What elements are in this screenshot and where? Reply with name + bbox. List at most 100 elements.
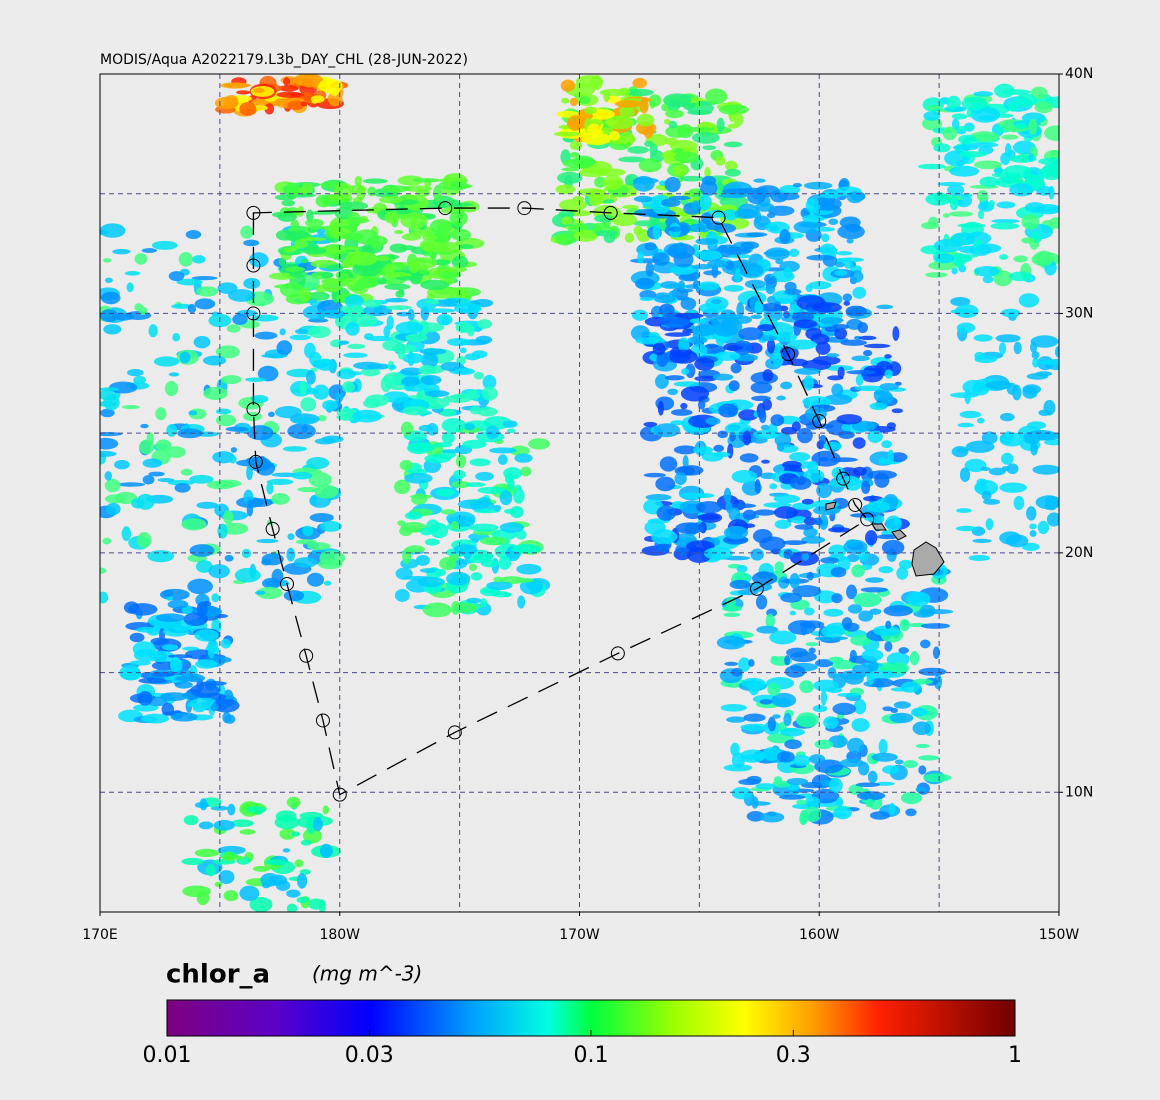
chlorophyll-patch (879, 391, 894, 405)
chlorophyll-patch (1001, 134, 1019, 140)
chlorophyll-patch (446, 266, 467, 273)
y-tick-label: 20N (1065, 545, 1093, 561)
chlorophyll-patch (627, 146, 650, 154)
chlorophyll-patch (1012, 140, 1036, 155)
chlorophyll-patch (1021, 542, 1040, 551)
chlorophyll-patch (432, 185, 443, 202)
chlorophyll-patch (783, 549, 793, 560)
chlorophyll-patch (705, 343, 719, 349)
chlorophyll-patch (1001, 452, 1014, 465)
chlorophyll-patch (842, 293, 853, 302)
chlorophyll-patch (1030, 335, 1059, 348)
chlorophyll-patch (712, 451, 731, 458)
chlorophyll-patch (881, 440, 893, 449)
chlorophyll-patch (362, 178, 388, 184)
chlorophyll-patch (572, 195, 585, 203)
chlorophyll-patch (922, 97, 945, 112)
chlorophyll-patch (874, 472, 890, 488)
chlorophyll-patch (299, 287, 312, 302)
chlorophyll-patch (286, 889, 301, 898)
chlorophyll-patch (162, 589, 174, 597)
chlorophyll-patch (205, 864, 216, 877)
y-tick-label: 10N (1065, 784, 1093, 800)
chlorophyll-patch (905, 808, 917, 817)
chlorophyll-patch (232, 313, 248, 325)
chlorophyll-patch (830, 246, 838, 258)
waypoint (848, 497, 863, 512)
chlorophyll-patch (956, 159, 964, 167)
chlorophyll-patch (805, 198, 821, 214)
chlorophyll-patch (1034, 101, 1053, 114)
chlorophyll-patch (773, 494, 801, 504)
chlorophyll-patch (289, 413, 320, 425)
chlorophyll-patch (100, 387, 120, 392)
chlorophyll-patch (290, 219, 300, 231)
chlorophyll-patch (864, 530, 878, 546)
chlorophyll-patch (190, 683, 220, 698)
chlorophyll-patch (806, 254, 835, 261)
chlorophyll-patch (434, 568, 447, 577)
chlorophyll-patch (750, 381, 773, 394)
chlorophyll-patch (104, 478, 121, 493)
chlorophyll-patch (978, 209, 985, 220)
waypoint (781, 347, 796, 362)
chlorophyll-patch (823, 716, 839, 729)
chlorophyll-patch (457, 499, 486, 509)
chlorophyll-patch (575, 75, 603, 88)
chlorophyll-patch (441, 418, 467, 433)
chlorophyll-patch (310, 494, 317, 506)
chlorophyll-patch (327, 193, 350, 201)
chlorophyll-patch (923, 111, 941, 121)
chlorophyll-patch (509, 506, 524, 519)
chlorophyll-patch (871, 752, 898, 762)
chlorophyll-patch (639, 290, 657, 300)
chlorophyll-patch (725, 500, 733, 514)
chlorophyll-patch (789, 572, 801, 589)
waypoint (438, 201, 453, 216)
chlorophyll-patch (715, 156, 726, 166)
chlorophyll-patch (975, 243, 1002, 254)
chlorophyll-patch (674, 472, 687, 485)
chlorophyll-patch (691, 200, 701, 211)
chlorophyll-patch (787, 339, 818, 350)
chlorophyll-patch (166, 446, 186, 458)
chlorophyll-patch (1021, 214, 1040, 230)
chlorophyll-patch (100, 567, 107, 574)
chlorophyll-patch (704, 88, 728, 105)
chlorophyll-patch (801, 498, 814, 505)
chlorophyll-patch (516, 563, 542, 575)
chlorophyll-patch (283, 590, 305, 602)
chlorophyll-patch (446, 338, 471, 347)
chlorophyll-patch (606, 95, 621, 104)
chlorophyll-patch (760, 424, 770, 431)
chlorophyll-patch (828, 218, 839, 225)
chlorophyll-patch (304, 342, 316, 359)
chlorophyll-patch (959, 467, 971, 482)
chlorophyll-patch (826, 686, 843, 693)
chlorophyll-patch (769, 630, 797, 645)
chlorophyll-patch (846, 370, 876, 375)
chlorophyll-patch (980, 466, 991, 472)
chlorophyll-patch (797, 427, 813, 444)
chlorophyll-patch (698, 302, 727, 314)
map-title: MODIS/Aqua A2022179.L3b_DAY_CHL (28-JUN-… (100, 52, 468, 68)
chlorophyll-patch (694, 357, 715, 371)
chlorophyll-patch (758, 409, 767, 424)
chlorophyll-patch (289, 271, 308, 278)
chlorophyll-patch (730, 742, 740, 757)
chlorophyll-patch (726, 716, 746, 723)
chlorophyll-patch (815, 227, 836, 232)
chlorophyll-patch (821, 625, 845, 638)
chlorophyll-patch (104, 471, 113, 481)
chlorophyll-patch (723, 246, 752, 256)
chlorophyll-patch (990, 222, 1020, 230)
chlorophyll-patch (852, 437, 866, 449)
chlorophyll-patch (295, 77, 303, 86)
chlorophyll-patch (317, 309, 326, 321)
chlorophyll-patch (947, 184, 965, 196)
chlorophyll-patch (660, 198, 681, 208)
chlorophyll-patch (703, 547, 733, 560)
chlorophyll-patch (1032, 357, 1040, 368)
chlorophyll-patch (320, 271, 334, 279)
chlorophyll-patch (459, 347, 467, 354)
